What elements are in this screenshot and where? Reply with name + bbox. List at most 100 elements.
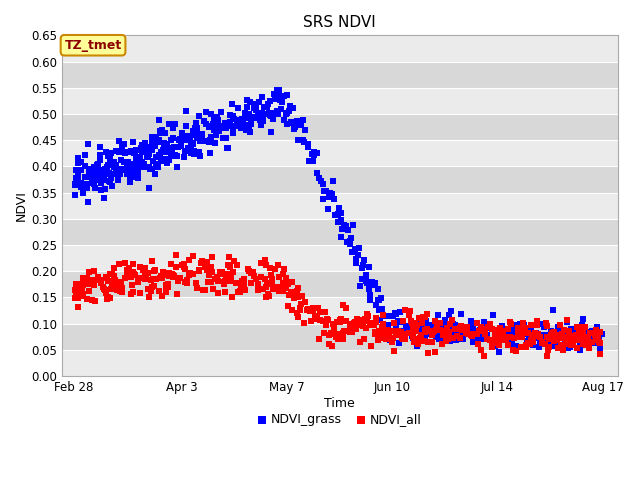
NDVI_grass <box>147 140 157 147</box>
NDVI_grass <box>444 312 454 319</box>
NDVI_grass <box>211 131 221 139</box>
NDVI_grass <box>275 96 285 104</box>
NDVI_all <box>573 336 584 343</box>
NDVI_all <box>514 333 524 340</box>
NDVI_grass <box>360 271 371 279</box>
NDVI_all <box>267 275 277 283</box>
NDVI_grass <box>95 151 106 158</box>
NDVI_all <box>319 329 329 337</box>
NDVI_all <box>150 276 161 283</box>
NDVI_all <box>250 276 260 283</box>
NDVI_grass <box>339 221 349 228</box>
NDVI_grass <box>232 116 242 124</box>
NDVI_grass <box>367 281 378 288</box>
NDVI_all <box>127 268 138 276</box>
NDVI_all <box>425 327 435 335</box>
NDVI_grass <box>272 109 282 117</box>
NDVI_all <box>239 281 249 289</box>
NDVI_all <box>128 261 138 268</box>
NDVI_all <box>106 285 116 293</box>
NDVI_grass <box>358 261 369 269</box>
NDVI_all <box>435 326 445 334</box>
NDVI_grass <box>193 112 204 120</box>
NDVI_all <box>411 338 421 346</box>
NDVI_grass <box>243 110 253 118</box>
NDVI_all <box>235 288 245 295</box>
Bar <box>61 271 618 297</box>
NDVI_all <box>104 270 115 278</box>
NDVI_grass <box>119 166 129 174</box>
NDVI_grass <box>107 158 117 166</box>
NDVI_all <box>585 329 595 336</box>
NDVI_grass <box>274 90 284 98</box>
NDVI_all <box>412 321 422 328</box>
NDVI_all <box>523 329 533 336</box>
NDVI_grass <box>115 156 125 163</box>
NDVI_grass <box>527 341 538 349</box>
NDVI_grass <box>489 338 499 346</box>
NDVI_grass <box>513 329 523 337</box>
Bar <box>61 167 618 192</box>
NDVI_all <box>420 328 431 336</box>
NDVI_all <box>361 324 371 332</box>
NDVI_all <box>204 272 214 279</box>
NDVI_all <box>267 277 277 285</box>
NDVI_grass <box>323 205 333 213</box>
NDVI_all <box>579 339 589 347</box>
NDVI_grass <box>449 322 459 329</box>
NDVI_grass <box>476 335 486 343</box>
NDVI_all <box>147 283 157 291</box>
NDVI_all <box>355 322 365 329</box>
NDVI_grass <box>257 114 268 121</box>
NDVI_all <box>461 329 472 336</box>
NDVI_all <box>392 327 403 335</box>
NDVI_grass <box>84 167 94 174</box>
NDVI_all <box>378 330 388 337</box>
NDVI_grass <box>500 332 510 339</box>
NDVI_all <box>83 288 93 295</box>
NDVI_all <box>544 336 554 343</box>
NDVI_grass <box>266 128 276 136</box>
NDVI_grass <box>530 331 540 339</box>
NDVI_grass <box>411 338 421 346</box>
NDVI_all <box>200 286 211 294</box>
NDVI_grass <box>246 116 256 123</box>
NDVI_all <box>203 278 213 286</box>
NDVI_all <box>248 268 259 276</box>
NDVI_grass <box>228 115 239 123</box>
NDVI_grass <box>555 341 565 348</box>
NDVI_grass <box>87 180 97 187</box>
NDVI_grass <box>109 163 119 171</box>
NDVI_all <box>89 280 99 288</box>
NDVI_all <box>467 332 477 339</box>
NDVI_all <box>266 279 276 287</box>
NDVI_grass <box>371 301 381 309</box>
NDVI_grass <box>370 279 380 287</box>
NDVI_all <box>168 271 178 278</box>
NDVI_all <box>578 329 588 337</box>
NDVI_all <box>161 282 171 289</box>
NDVI_grass <box>286 118 296 125</box>
NDVI_grass <box>296 121 307 129</box>
NDVI_grass <box>470 328 480 336</box>
NDVI_grass <box>500 329 510 336</box>
NDVI_all <box>399 306 410 314</box>
NDVI_grass <box>157 129 167 137</box>
NDVI_grass <box>547 338 557 346</box>
NDVI_grass <box>132 168 142 176</box>
NDVI_grass <box>468 338 478 346</box>
NDVI_all <box>407 319 417 327</box>
NDVI_grass <box>407 333 417 340</box>
NDVI_all <box>454 335 465 342</box>
NDVI_all <box>237 277 247 285</box>
NDVI_all <box>404 329 414 337</box>
NDVI_grass <box>129 149 140 157</box>
NDVI_all <box>450 325 460 333</box>
NDVI_grass <box>515 333 525 341</box>
NDVI_grass <box>403 328 413 336</box>
NDVI_grass <box>282 109 292 117</box>
NDVI_all <box>278 265 289 273</box>
NDVI_grass <box>164 156 174 163</box>
NDVI_grass <box>538 320 548 327</box>
NDVI_grass <box>376 294 387 302</box>
